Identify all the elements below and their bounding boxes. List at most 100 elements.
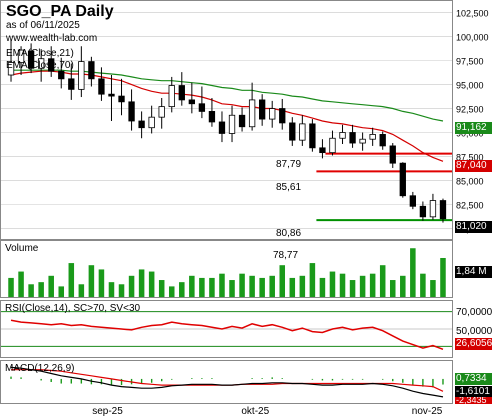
candle-body xyxy=(188,99,196,105)
rsi-title: RSI(Close,14), SC>70, SV<30 xyxy=(5,303,141,314)
volume-bar xyxy=(339,273,346,297)
candle-body xyxy=(148,116,155,129)
volume-bar xyxy=(269,275,275,297)
macd-line xyxy=(10,366,444,398)
candle-body xyxy=(138,120,145,129)
volume-bar xyxy=(68,263,75,297)
rsi-axis-70: 70,0000 xyxy=(456,307,493,318)
volume-bar xyxy=(138,269,145,297)
price-axis-label: 85,000 xyxy=(456,176,484,186)
candle-body xyxy=(369,134,376,140)
candle-body xyxy=(88,61,95,80)
candle-body xyxy=(379,134,386,147)
ema21-legend: EMA(Close,21) xyxy=(6,48,74,59)
candle-body xyxy=(359,138,366,144)
volume-value-badge: 1,84 M xyxy=(455,266,492,278)
volume-bar xyxy=(359,275,366,297)
volume-title: Volume xyxy=(5,243,39,254)
volume-bar xyxy=(108,282,115,297)
ema70-legend: EMA(Close,70) xyxy=(6,60,74,71)
candle-body xyxy=(198,103,206,112)
x-axis-label: okt-25 xyxy=(241,406,270,417)
volume-bar xyxy=(389,280,396,297)
volume-bar xyxy=(379,265,386,297)
candle-body xyxy=(289,122,296,141)
volume-bar xyxy=(88,265,95,297)
candle-body xyxy=(27,50,35,69)
volume-bar xyxy=(319,277,326,297)
volume-panel: Volume 78,77 1,84 M xyxy=(0,240,496,298)
candle-body xyxy=(319,147,326,154)
candle-body xyxy=(349,132,356,144)
x-axis-label: nov-25 xyxy=(411,406,443,417)
candle-body xyxy=(37,58,45,69)
candle-body xyxy=(258,99,266,120)
site-label: www.wealth-lab.com xyxy=(6,33,98,44)
candle-body xyxy=(108,93,115,97)
volume-bar xyxy=(289,277,296,297)
candle-body xyxy=(58,70,65,80)
price-panel: 102,500100,00097,50095,00092,50090,00087… xyxy=(0,0,492,240)
candle-body xyxy=(269,108,276,120)
macd-signal-badge: -2,3435 xyxy=(455,397,492,404)
volume-bar xyxy=(128,275,135,297)
volume-bar xyxy=(279,265,286,297)
candle-body xyxy=(118,95,125,103)
price-axis-label: 97,500 xyxy=(456,57,484,67)
candle-body xyxy=(78,61,85,90)
level-annotation-1: 87,79 xyxy=(276,159,302,170)
volume-bar xyxy=(8,277,14,297)
rsi-axis-50: 50,0000 xyxy=(456,326,493,337)
ema70-value-badge: 91,162 xyxy=(455,122,492,134)
volume-bar xyxy=(189,275,195,297)
candle-body xyxy=(98,78,105,95)
candle-body xyxy=(439,200,447,220)
chart-title: SGO_PA Daily xyxy=(6,3,114,20)
candle-body xyxy=(128,101,135,122)
candle-body xyxy=(299,123,306,141)
candle-body xyxy=(17,49,25,63)
volume-bar xyxy=(28,284,34,297)
price-axis-label: 82,500 xyxy=(456,200,484,210)
volume-bar xyxy=(299,275,306,297)
candle-body xyxy=(279,108,286,124)
asof-date: as of 06/11/2025 xyxy=(6,20,80,31)
x-axis-label: sep-25 xyxy=(92,406,123,417)
candle-body xyxy=(238,114,246,128)
volume-bar xyxy=(309,263,316,297)
rsi-panel: RSI(Close,14), SC>70, SV<30 70,0000 50,0… xyxy=(0,300,496,358)
volume-bar xyxy=(98,269,105,297)
candle-body xyxy=(339,132,346,139)
candle-body xyxy=(309,123,316,149)
volume-bar xyxy=(18,271,24,297)
volume-bar xyxy=(229,280,235,297)
volume-bar xyxy=(179,282,185,297)
ema21-value-badge: 87,040 xyxy=(455,160,492,172)
volume-bar xyxy=(349,280,356,297)
volume-chart xyxy=(0,240,453,298)
volume-bar xyxy=(38,282,44,297)
volume-bar xyxy=(209,277,215,297)
x-axis: sep-25 okt-25 nov-25 xyxy=(0,404,496,420)
volume-bar xyxy=(168,286,175,297)
candle-body xyxy=(329,137,336,154)
rsi-chart xyxy=(0,300,453,358)
volume-bar xyxy=(199,277,205,297)
rsi-line xyxy=(10,319,444,351)
price-axis-label: 100,000 xyxy=(456,33,489,43)
volume-bar xyxy=(148,271,155,297)
candle-body xyxy=(168,85,175,108)
candle-body xyxy=(419,205,427,218)
volume-bar xyxy=(259,277,265,297)
candle-body xyxy=(218,121,226,134)
volume-bar xyxy=(58,286,65,297)
price-axis-label: 102,500 xyxy=(456,9,489,19)
candle-body xyxy=(48,58,55,72)
volume-bar xyxy=(420,273,426,297)
price-axis-label: 87,500 xyxy=(456,152,484,162)
volume-bar xyxy=(48,275,54,297)
rsi-value-badge: 26,6056 xyxy=(455,338,493,350)
macd-title: MACD(12,26,9) xyxy=(5,363,75,374)
candle-body xyxy=(228,114,236,134)
